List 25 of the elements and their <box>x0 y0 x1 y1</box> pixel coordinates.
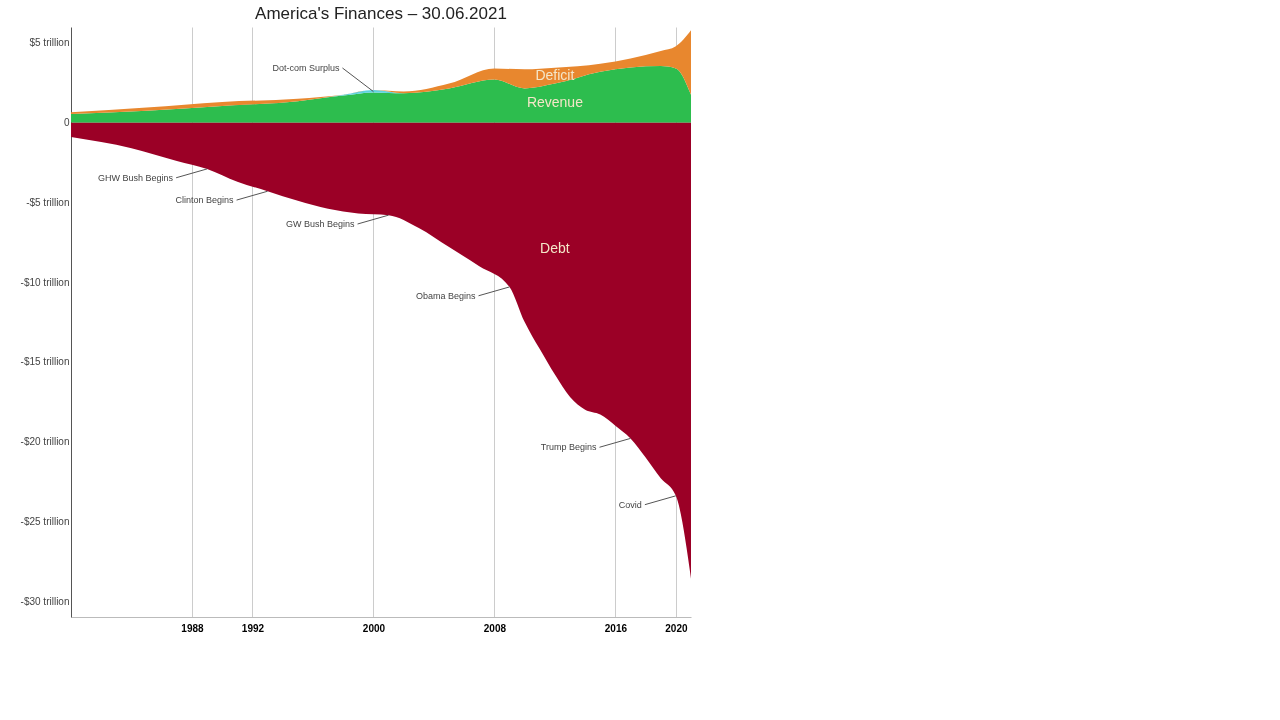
x-tick-label: 2016 <box>604 622 628 634</box>
series-label: Revenue <box>526 94 584 111</box>
series-label: Deficit <box>535 66 575 83</box>
x-tick-label: 2020 <box>665 622 688 634</box>
annotation: Dot-com Surplus <box>272 62 340 73</box>
y-tick-label: -$20 trillion <box>20 436 70 448</box>
annotation: Covid <box>618 499 642 510</box>
annotation: Trump Begins <box>540 442 598 453</box>
annotation: GHW Bush Begins <box>98 172 174 183</box>
y-tick-label: -$15 trillion <box>20 356 70 368</box>
y-tick-label: -$5 trillion <box>26 196 70 208</box>
y-tick-label: -$10 trillion <box>20 276 70 288</box>
x-tick-label: 2000 <box>362 622 386 634</box>
y-tick-label: -$30 trillion <box>20 595 70 607</box>
x-tick-label: 2008 <box>483 622 507 634</box>
annotation: GW Bush Begins <box>286 219 356 230</box>
chart-title: America's Finances – 30.06.2021 <box>255 4 507 23</box>
series-label: Debt <box>540 239 570 256</box>
y-tick-label: 0 <box>63 117 70 129</box>
y-tick-label: -$25 trillion <box>20 515 70 527</box>
x-tick-label: 1992 <box>241 622 265 634</box>
annotation: Obama Begins <box>415 290 477 301</box>
annotation: Clinton Begins <box>175 195 235 206</box>
x-tick-label: 1988 <box>181 622 205 634</box>
y-tick-label: $5 trillion <box>29 37 70 49</box>
